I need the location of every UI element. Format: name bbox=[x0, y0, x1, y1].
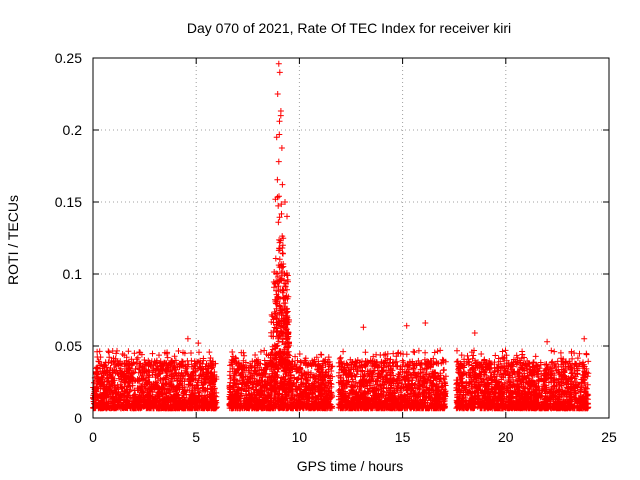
plot-frame bbox=[92, 57, 610, 419]
x-tick-label: 10 bbox=[292, 429, 308, 445]
y-tick-label: 0.1 bbox=[63, 266, 83, 282]
x-tick-label: 0 bbox=[89, 429, 97, 445]
x-tick-label: 15 bbox=[395, 429, 411, 445]
x-tick-label: 5 bbox=[192, 429, 200, 445]
y-axis-label: ROTI / TECUs bbox=[5, 195, 21, 285]
grid-lines bbox=[93, 58, 609, 418]
y-tick-label: 0.05 bbox=[55, 338, 82, 354]
y-tick-label: 0.2 bbox=[63, 122, 83, 138]
axis-ticks: 0 5 10 15 20 25 0 0.05 0.1 0.15 0.2 0.25 bbox=[55, 50, 617, 445]
x-tick-label: 20 bbox=[498, 429, 514, 445]
y-tick-label: 0.25 bbox=[55, 50, 82, 66]
chart-title: Day 070 of 2021, Rate Of TEC Index for r… bbox=[187, 20, 511, 36]
x-tick-label: 25 bbox=[601, 429, 617, 445]
y-tick-label: 0.15 bbox=[55, 194, 82, 210]
x-axis-label: GPS time / hours bbox=[297, 458, 404, 474]
y-tick-label: 0 bbox=[74, 410, 82, 426]
roti-markers bbox=[90, 60, 592, 412]
data-points bbox=[90, 60, 592, 412]
